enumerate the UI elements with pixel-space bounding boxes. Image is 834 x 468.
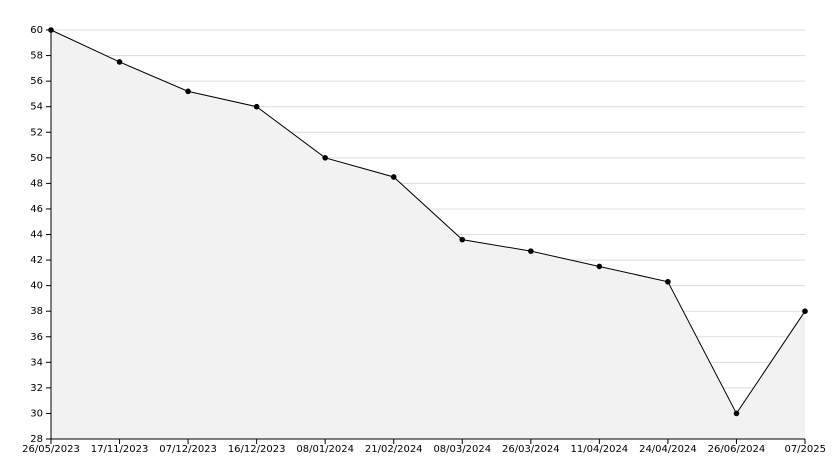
y-tick-label: 36 bbox=[30, 332, 43, 343]
y-tick-label: 30 bbox=[30, 408, 43, 419]
x-tick-label: 24/04/2024 bbox=[639, 444, 697, 455]
y-tick-label: 34 bbox=[30, 357, 43, 368]
x-tick-label: 26/03/2024 bbox=[502, 444, 560, 455]
point bbox=[802, 308, 808, 314]
point bbox=[459, 236, 466, 243]
y-tick-label: 52 bbox=[30, 127, 43, 138]
y-tick-label: 54 bbox=[30, 102, 43, 113]
point bbox=[528, 248, 534, 254]
x-tick-label: 08/03/2024 bbox=[433, 444, 491, 455]
point bbox=[185, 88, 191, 95]
point bbox=[733, 410, 740, 417]
point bbox=[596, 263, 603, 270]
y-tick-label: 50 bbox=[30, 153, 43, 164]
line bbox=[50, 29, 806, 415]
point bbox=[390, 174, 397, 180]
x-tick-label: 11/04/2024 bbox=[571, 444, 629, 455]
point bbox=[116, 59, 123, 65]
point bbox=[665, 278, 671, 285]
x-tick-label: 26/05/2023 bbox=[22, 444, 80, 455]
y-tick-label: 56 bbox=[30, 76, 43, 87]
y-tick-label: 28 bbox=[30, 434, 43, 445]
x-tick-label: 07/2025 bbox=[784, 444, 826, 455]
y-tick-label: 46 bbox=[30, 204, 43, 215]
y-tick-label: 58 bbox=[30, 51, 43, 62]
point bbox=[253, 103, 260, 110]
x-tick-label: 07/12/2023 bbox=[159, 444, 217, 455]
x-tick-label: 08/01/2024 bbox=[296, 444, 354, 455]
point bbox=[322, 155, 328, 161]
x-tick-label: 17/11/2023 bbox=[91, 444, 149, 455]
y-tick-label: 44 bbox=[30, 230, 43, 241]
y-tick-label: 38 bbox=[30, 306, 43, 317]
x-tick-label: 16/12/2023 bbox=[228, 444, 286, 455]
y-tick-label: 48 bbox=[30, 178, 43, 189]
y-tick-label: 32 bbox=[30, 383, 43, 394]
y-tick-label: 60 bbox=[30, 25, 43, 36]
x-tick-label: 26/06/2024 bbox=[708, 444, 766, 455]
y-tick-label: 42 bbox=[30, 255, 43, 266]
area-fill bbox=[51, 30, 805, 439]
y-tick-label: 40 bbox=[30, 281, 43, 292]
x-tick-label: 21/02/2024 bbox=[365, 444, 423, 455]
